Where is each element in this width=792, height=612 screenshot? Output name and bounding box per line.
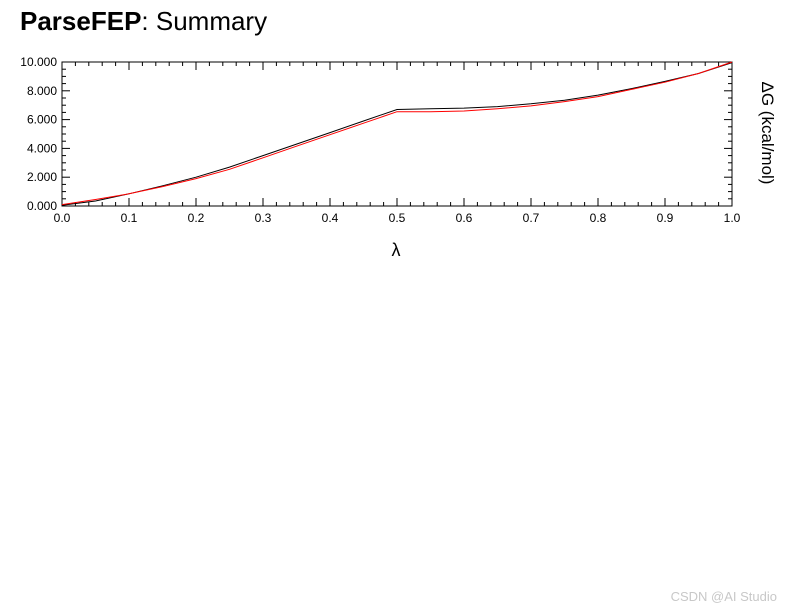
x-tick-label: 0.8 [590, 211, 607, 225]
plot-area: 0.0 0.1 0.2 0.3 0.4 0.5 0.6 0.7 0.8 0.9 1.0 0.000 2.… [20, 55, 777, 260]
series-line-1 [61, 61, 733, 206]
y-tick-label: 10.000 [20, 55, 57, 69]
title-strong: ParseFEP [20, 6, 142, 36]
page-title: ParseFEP: Summary [20, 6, 267, 37]
x-tick-label: 0.4 [322, 211, 339, 225]
y-tick-label: 8.000 [27, 84, 57, 98]
watermark: CSDN @AI Studio [670, 589, 777, 604]
x-tick-label: 1.0 [724, 211, 741, 225]
x-tick-label: 0.2 [188, 211, 205, 225]
y-tick-label: 0.000 [27, 199, 57, 213]
plot-frame [61, 61, 733, 207]
y-tick-label: 4.000 [27, 141, 57, 155]
x-axis-label: λ [392, 240, 401, 260]
x-tick-label: 0.0 [54, 211, 71, 225]
x-tick-label: 0.7 [523, 211, 540, 225]
x-tick-label: 0.9 [657, 211, 674, 225]
y-tick-label: 2.000 [27, 170, 57, 184]
x-tick-label: 0.6 [456, 211, 473, 225]
x-tick-label: 0.1 [121, 211, 138, 225]
series-line-0 [61, 62, 733, 206]
y-tick-label: 6.000 [27, 113, 57, 127]
y-axis-label: ΔG (kcal/mol) [758, 82, 777, 185]
x-tick-label: 0.3 [255, 211, 272, 225]
x-tick-label: 0.5 [389, 211, 406, 225]
title-rest: : Summary [141, 6, 268, 36]
